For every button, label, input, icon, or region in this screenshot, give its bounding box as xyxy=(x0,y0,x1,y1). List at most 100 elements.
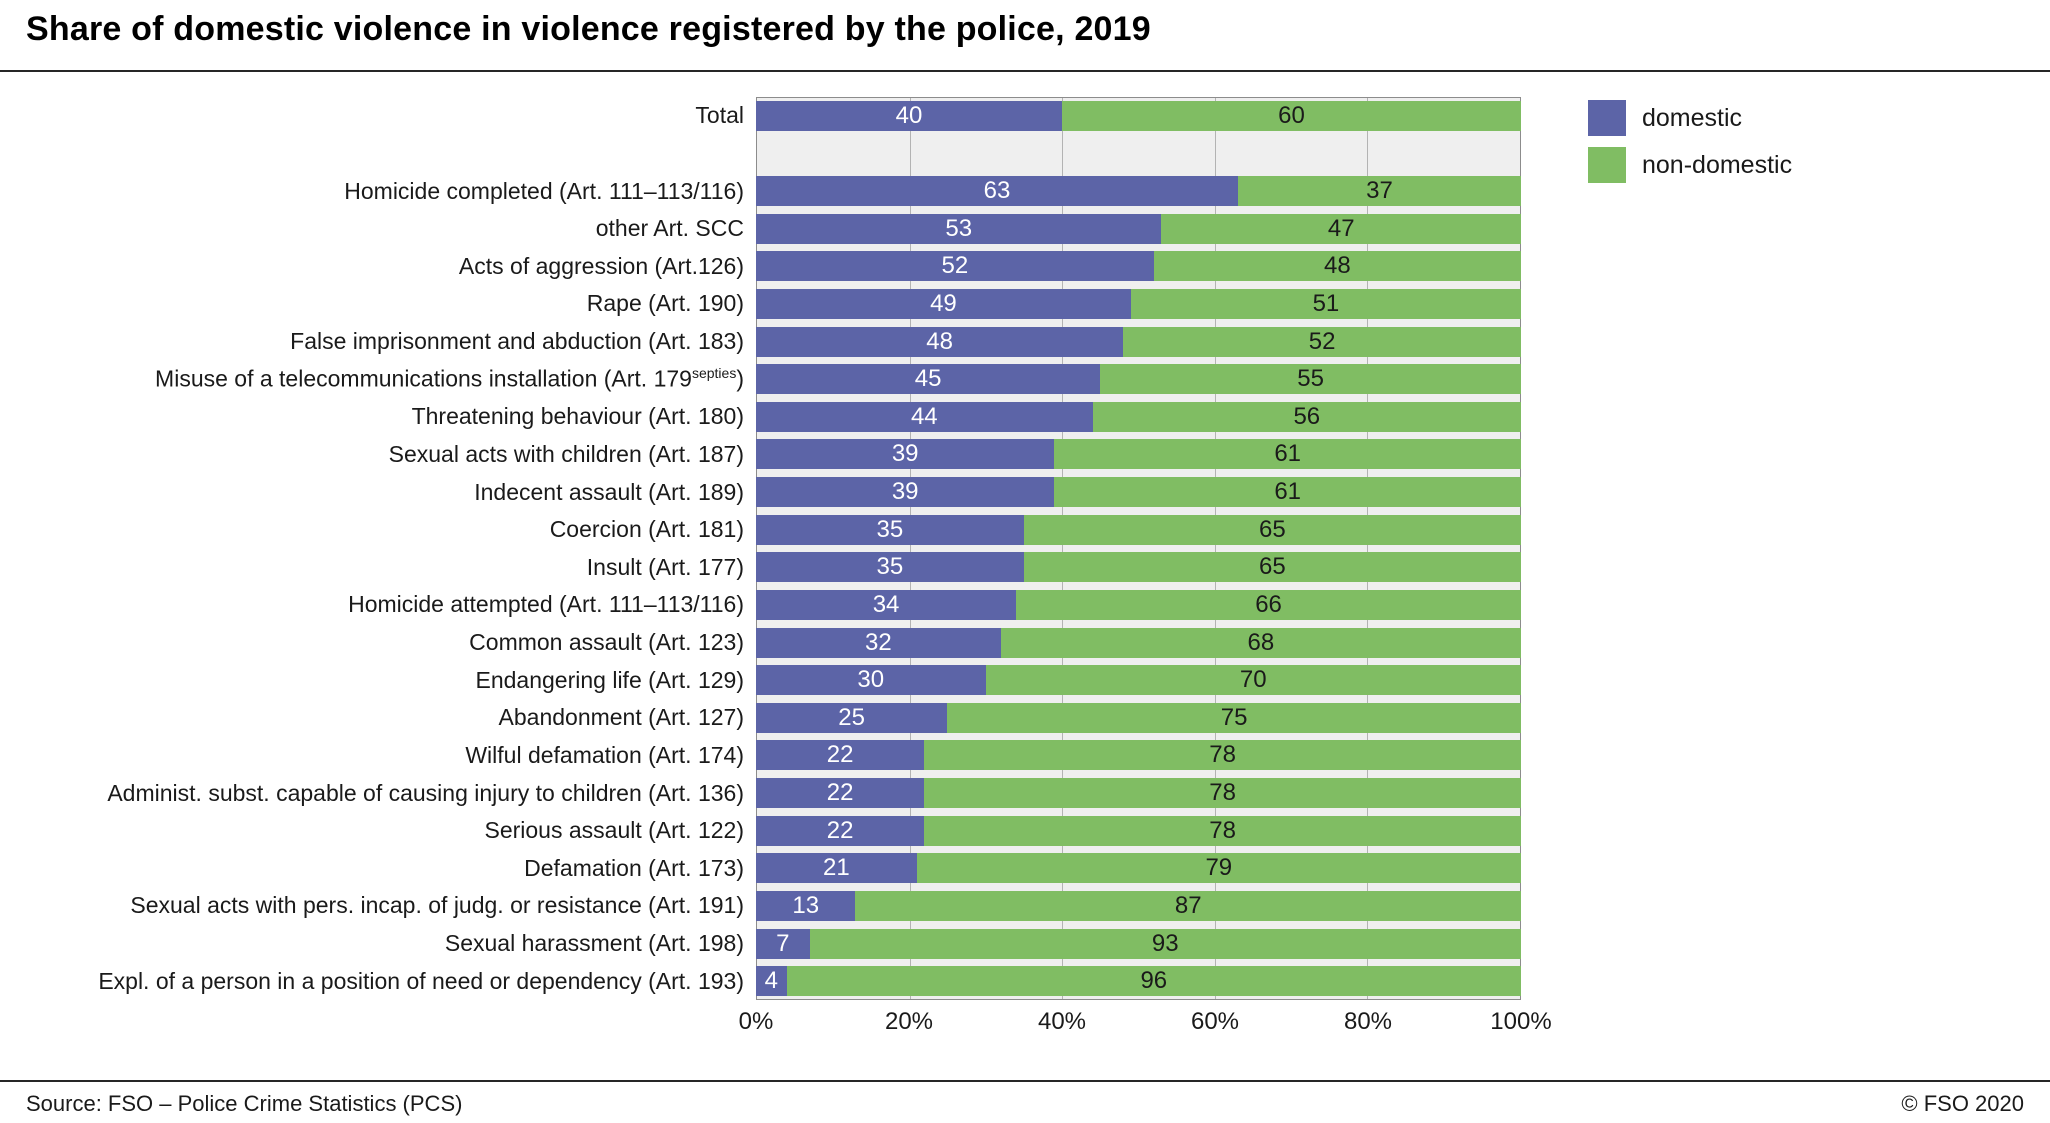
chart-row: Homicide attempted (Art. 111–113/116) 34 6… xyxy=(0,586,1521,624)
bar-segment-domestic: 35 xyxy=(756,552,1024,583)
category-label: Administ. subst. capable of causing inju… xyxy=(107,779,744,806)
bar-track: 34 66 xyxy=(756,589,1521,620)
bar-segment-domestic: 53 xyxy=(756,213,1162,244)
bar-segment-non-domestic: 51 xyxy=(1130,288,1521,319)
bar-track: 22 78 xyxy=(756,740,1521,771)
category-label: Insult (Art. 177) xyxy=(586,553,744,580)
bar-segment-domestic: 21 xyxy=(756,853,917,884)
bar-segment-non-domestic: 37 xyxy=(1237,176,1521,207)
bar-track: 39 61 xyxy=(756,439,1521,470)
bar-segment-domestic: 4 xyxy=(756,966,787,997)
chart-row: Defamation (Art. 173) 21 79 xyxy=(0,850,1521,888)
category-label: Homicide completed (Art. 111–113/116) xyxy=(344,177,744,204)
x-tick-label: 60% xyxy=(1190,1008,1240,1035)
chart-row: Sexual acts with pers. incap. of judg. o… xyxy=(0,887,1521,925)
chart-row: Insult (Art. 177) 35 65 xyxy=(0,549,1521,587)
category-label: Indecent assault (Art. 189) xyxy=(474,478,744,505)
category-label: Sexual acts with children (Art. 187) xyxy=(388,440,744,467)
bar-track: 35 65 xyxy=(756,514,1521,545)
chart-row: other Art. SCC 53 47 xyxy=(0,210,1521,248)
category-label: Misuse of a telecommunications installat… xyxy=(155,365,744,393)
bar-track: 30 70 xyxy=(756,665,1521,696)
category-label: False imprisonment and abduction (Art. 1… xyxy=(290,328,744,355)
chart-rows: Total 40 60 Homicide completed (Art. 111–11… xyxy=(0,97,1521,1000)
bar-segment-non-domestic: 79 xyxy=(916,853,1521,884)
chart-row: Total 40 60 xyxy=(0,97,1521,135)
bar-segment-non-domestic: 48 xyxy=(1153,251,1521,282)
category-label: Threatening behaviour (Art. 180) xyxy=(411,403,744,430)
category-label: Rape (Art. 190) xyxy=(586,290,744,317)
bar-segment-non-domestic: 52 xyxy=(1123,326,1521,357)
category-label: Total xyxy=(695,102,744,129)
legend-item-non-domestic: non-domestic xyxy=(1588,147,1792,183)
chart-row: Sexual harassment (Art. 198) 7 93 xyxy=(0,925,1521,963)
bar-track: 32 68 xyxy=(756,627,1521,658)
legend-label-domestic: domestic xyxy=(1642,103,1743,132)
bar-track: 40 60 xyxy=(756,100,1521,131)
bar-segment-non-domestic: 78 xyxy=(924,740,1521,771)
bar-track: 53 47 xyxy=(756,213,1521,244)
bar-track: 49 51 xyxy=(756,288,1521,319)
bar-segment-non-domestic: 78 xyxy=(924,815,1521,846)
bar-segment-domestic: 40 xyxy=(756,100,1062,131)
bar-segment-domestic: 45 xyxy=(756,364,1101,395)
chart-row: Indecent assault (Art. 189) 39 61 xyxy=(0,473,1521,511)
x-tick-label: 100% xyxy=(1490,1008,1552,1035)
x-tick-label: 0% xyxy=(738,1008,774,1035)
gridline xyxy=(1062,98,1064,999)
bar-segment-non-domestic: 61 xyxy=(1054,477,1521,508)
bar-segment-non-domestic: 61 xyxy=(1054,439,1521,470)
category-label: Acts of aggression (Art.126) xyxy=(458,252,744,279)
bar-track: 4 96 xyxy=(756,966,1521,997)
bar-segment-domestic: 25 xyxy=(756,702,948,733)
bar-segment-domestic: 32 xyxy=(756,627,1001,658)
bar-segment-domestic: 22 xyxy=(756,778,925,809)
bar-segment-domestic: 48 xyxy=(756,326,1124,357)
category-label: Common assault (Art. 123) xyxy=(469,629,744,656)
footer-copyright: © FSO 2020 xyxy=(1901,1091,2024,1116)
legend: domestic non-domestic xyxy=(1588,100,1792,183)
stacked-bar-chart: Total 40 60 Homicide completed (Art. 111–11… xyxy=(0,97,1521,1000)
chart-row: Acts of aggression (Art.126) 52 48 xyxy=(0,248,1521,286)
bar-segment-domestic: 44 xyxy=(756,401,1093,432)
category-label: Coercion (Art. 181) xyxy=(549,516,744,543)
bar-track: 13 87 xyxy=(756,890,1521,921)
gridline xyxy=(1367,98,1369,999)
bar-segment-non-domestic: 65 xyxy=(1023,514,1521,545)
plot-area xyxy=(756,97,1521,1000)
bar-segment-non-domestic: 56 xyxy=(1092,401,1521,432)
bar-segment-domestic: 13 xyxy=(756,890,856,921)
bar-segment-domestic: 35 xyxy=(756,514,1024,545)
chart-row: Homicide completed (Art. 111–113/116) 63 3… xyxy=(0,172,1521,210)
bar-track: 22 78 xyxy=(756,778,1521,809)
bar-track: 44 56 xyxy=(756,401,1521,432)
bar-segment-domestic: 7 xyxy=(756,928,810,959)
bar-segment-domestic: 22 xyxy=(756,815,925,846)
bar-track: 21 79 xyxy=(756,853,1521,884)
chart-row: Endangering life (Art. 129) 30 70 xyxy=(0,661,1521,699)
bar-track: 35 65 xyxy=(756,552,1521,583)
bar-segment-domestic: 39 xyxy=(756,439,1055,470)
legend-swatch-non-domestic xyxy=(1588,147,1626,183)
chart-title: Share of domestic violence in violence r… xyxy=(26,10,1151,48)
category-label: Serious assault (Art. 122) xyxy=(484,817,744,844)
category-label: Wilful defamation (Art. 174) xyxy=(465,741,744,768)
category-label: Endangering life (Art. 129) xyxy=(475,666,745,693)
bar-segment-domestic: 30 xyxy=(756,665,986,696)
bar-segment-non-domestic: 93 xyxy=(809,928,1521,959)
bar-segment-non-domestic: 65 xyxy=(1023,552,1521,583)
chart-row: Misuse of a telecommunications installat… xyxy=(0,360,1521,398)
category-label: Defamation (Art. 173) xyxy=(524,854,744,881)
gridline xyxy=(909,98,911,999)
bar-track: 52 48 xyxy=(756,251,1521,282)
spacer-row xyxy=(0,135,1521,173)
chart-row: Common assault (Art. 123) 32 68 xyxy=(0,624,1521,662)
bar-track: 22 78 xyxy=(756,815,1521,846)
bar-track: 25 75 xyxy=(756,702,1521,733)
legend-item-domestic: domestic xyxy=(1588,100,1792,136)
x-tick-label: 20% xyxy=(884,1008,934,1035)
category-label: Sexual harassment (Art. 198) xyxy=(444,930,744,957)
chart-row: Abandonment (Art. 127) 25 75 xyxy=(0,699,1521,737)
bar-segment-non-domestic: 68 xyxy=(1000,627,1521,658)
